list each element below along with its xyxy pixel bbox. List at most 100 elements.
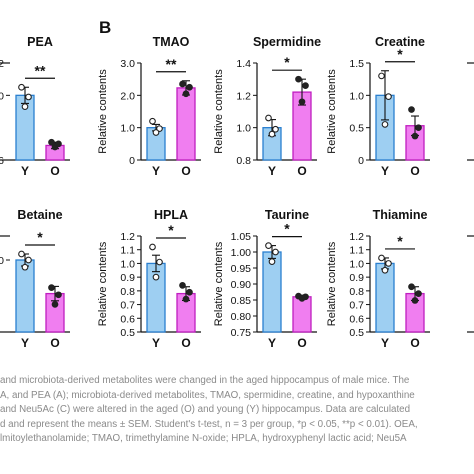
data-point (265, 114, 272, 122)
x-tick-label: Y (381, 336, 389, 350)
data-point (302, 82, 309, 89)
chart-title: Creatine (375, 35, 425, 49)
significance-marker: * (168, 222, 174, 238)
data-point (55, 291, 62, 299)
data-point (51, 143, 59, 151)
significance-marker: * (37, 229, 43, 245)
x-tick-label: O (50, 336, 59, 350)
data-point (272, 125, 279, 133)
significance-marker: ** (35, 62, 46, 78)
x-tick-label: O (181, 336, 190, 350)
y-tick-label: 0.85 (231, 295, 252, 307)
y-axis-label: Relative contents (326, 241, 338, 326)
y-tick-label: 0.5 (349, 123, 364, 135)
y-tick-label: 0.9 (120, 272, 135, 284)
y-tick-label: 1.0 (349, 258, 364, 270)
data-point (411, 297, 419, 304)
data-point (152, 273, 160, 281)
data-point (152, 129, 160, 136)
y-tick-label: 1.0 (120, 123, 135, 135)
chart-taurine: Taurine Relative contents 0.75 0.80 0.85 0.90… (213, 208, 317, 350)
significance-marker: * (284, 54, 290, 70)
y-tick-label: 1.1 (120, 245, 135, 257)
y-tick-label: 1.2 (120, 231, 135, 243)
chart-tmao: TMAO Relative contents 0 1.0 2.0 3.0 Y O ** (97, 35, 201, 178)
bar-o (292, 296, 312, 333)
y-axis-label: Relative contents (213, 241, 225, 326)
data-point (268, 258, 276, 265)
x-tick-label: O (297, 164, 306, 178)
data-point (21, 263, 29, 271)
cropped-neighbour-panel-edges (0, 62, 474, 333)
data-point (295, 75, 302, 83)
chart-title: Betaine (17, 208, 62, 222)
significance-marker: ** (166, 56, 177, 72)
data-point (149, 243, 156, 251)
caption-line-2: A, and PEA (A); microbiota-derived metab… (0, 389, 415, 401)
data-point (186, 83, 193, 91)
x-tick-label: Y (152, 336, 160, 350)
y-tick-label: 1.0 (236, 123, 251, 135)
y-tick-label: 0.8 (120, 286, 135, 298)
x-tick-label: O (297, 336, 306, 350)
caption-line-3: and Neu5Ac (C) were altered in the aged … (0, 404, 411, 416)
data-point (408, 283, 415, 291)
y-tick-label: 0.90 (231, 279, 252, 291)
data-point (378, 72, 385, 80)
data-point (385, 260, 392, 267)
chart-thiamine: Thiamine Relative contents 0.5 0.60.7 0.8 0.9… (326, 208, 430, 350)
panel-letter-b: B (99, 18, 112, 37)
chart-title: HPLA (154, 208, 188, 222)
data-point (265, 242, 272, 249)
data-point (385, 93, 392, 100)
significance-marker: * (397, 233, 403, 249)
y-tick-label: 0.95 (231, 263, 252, 275)
x-tick-label: Y (21, 164, 29, 178)
y-tick-label: 0.6 (120, 313, 135, 325)
bar-y (146, 262, 166, 333)
x-tick-label: O (181, 164, 190, 178)
y-axis-label: Relative contents (326, 69, 338, 154)
data-point (415, 124, 422, 132)
data-point (298, 295, 306, 302)
data-point (25, 93, 32, 101)
caption-line-5: lmitoylethanolamide; TMAO, trimethylamin… (0, 433, 407, 445)
chart-spermidine: Spermidine Relative contents 0.8 1.0 1.2 1.4 Y… (213, 35, 321, 178)
y-tick-label: 1.2 (0, 58, 4, 70)
chart-creatine: Creatine Relative contents 0 0.5 1.0 1.5 Y O * (326, 35, 430, 178)
significance-marker: * (284, 221, 290, 237)
data-point (21, 103, 29, 110)
y-tick-label: 0.7 (349, 300, 364, 312)
y-axis-label: Relative contents (97, 241, 109, 326)
y-tick-label: 0.8 (236, 155, 251, 167)
y-tick-label: 1.2 (236, 90, 251, 102)
chart-pea: PEA 0.6 1.0 1.2 Y O ** (0, 35, 70, 178)
y-tick-label: 2.0 (120, 90, 135, 102)
y-tick-label: 1.05 (231, 231, 252, 243)
data-point (156, 258, 163, 266)
data-point (51, 301, 59, 308)
y-tick-label: 1.5 (349, 58, 364, 70)
y-tick-label: 0.6 (0, 155, 4, 167)
y-tick-label: 1.0 (349, 90, 364, 102)
data-point (415, 290, 422, 297)
y-tick-label: 1.00 (231, 247, 252, 259)
chart-title: Thiamine (373, 208, 428, 222)
data-point (48, 284, 55, 291)
y-tick-label: 0.6 (349, 313, 364, 325)
data-point (182, 295, 190, 303)
data-point (378, 254, 385, 262)
bar-y (15, 259, 35, 333)
significance-marker: * (397, 46, 403, 62)
data-point (408, 106, 415, 113)
chart-title: TMAO (153, 35, 190, 49)
x-tick-label: Y (152, 164, 160, 178)
caption-line-1: and microbiota-derived metabolites were … (0, 375, 410, 386)
y-tick-label: 0 (358, 155, 364, 167)
chart-title: Spermidine (253, 35, 321, 49)
data-point (411, 132, 419, 140)
x-tick-label: Y (268, 164, 276, 178)
